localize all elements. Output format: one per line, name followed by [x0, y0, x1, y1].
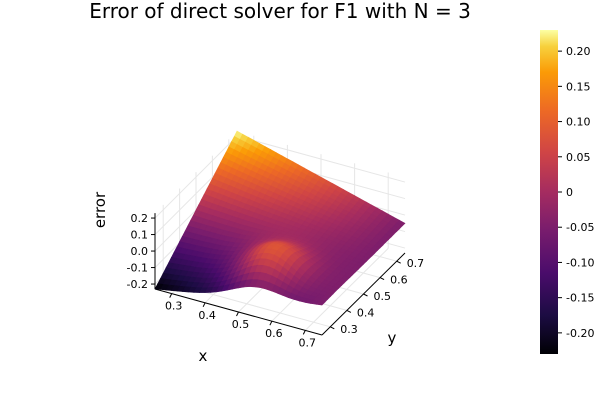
y-tick-label: 0.3 — [340, 323, 358, 336]
y-axis-label: y — [388, 329, 397, 347]
colorbar-tick-label: -0.05 — [566, 221, 594, 234]
colorbar-tick-label: -0.10 — [566, 256, 594, 269]
colorbar-gradient — [540, 30, 558, 354]
z-tick-label: 0.2 — [131, 212, 149, 225]
y-tick-label: 0.7 — [407, 257, 425, 270]
z-tick-label: 0.0 — [131, 245, 149, 258]
error-surface — [154, 130, 406, 306]
tick-labels: 0.3 0.4 0.5 0.6 0.7 0.3 0.4 0.5 0.6 0.7 -0.2 -0.1 0.… — [127, 212, 425, 349]
z-tick-label: -0.1 — [127, 262, 148, 275]
x-tick-label: 0.4 — [198, 309, 216, 322]
colorbar-tick-label: 0.20 — [566, 45, 591, 58]
colorbar: 0.20 0.15 0.10 0.05 0 -0.05 -0.10 -0.15 -0.20 — [540, 30, 594, 354]
colorbar-tick-label: 0.10 — [566, 116, 591, 129]
x-tick-label: 0.3 — [165, 300, 183, 313]
x-axis-label: x — [199, 347, 208, 365]
y-tick-label: 0.5 — [374, 290, 392, 303]
z-tick-label: -0.2 — [127, 278, 148, 291]
colorbar-tick-label: 0.15 — [566, 80, 591, 93]
surface-patch — [315, 301, 326, 306]
colorbar-tick-label: -0.20 — [566, 327, 594, 340]
y-tick-label: 0.4 — [357, 306, 375, 319]
z-tick-label: 0.1 — [131, 229, 149, 242]
z-axis-label: error — [91, 191, 109, 228]
x-tick-label: 0.5 — [232, 318, 250, 331]
x-tick-label: 0.6 — [265, 327, 283, 340]
colorbar-tick-label: 0.05 — [566, 151, 591, 164]
colorbar-tick-label: 0 — [566, 186, 573, 199]
colorbar-tick-label: -0.15 — [566, 292, 594, 305]
y-tick-label: 0.6 — [390, 274, 408, 287]
chart-title: Error of direct solver for F1 with N = 3 — [89, 0, 471, 23]
x-tick-label: 0.7 — [299, 336, 317, 349]
